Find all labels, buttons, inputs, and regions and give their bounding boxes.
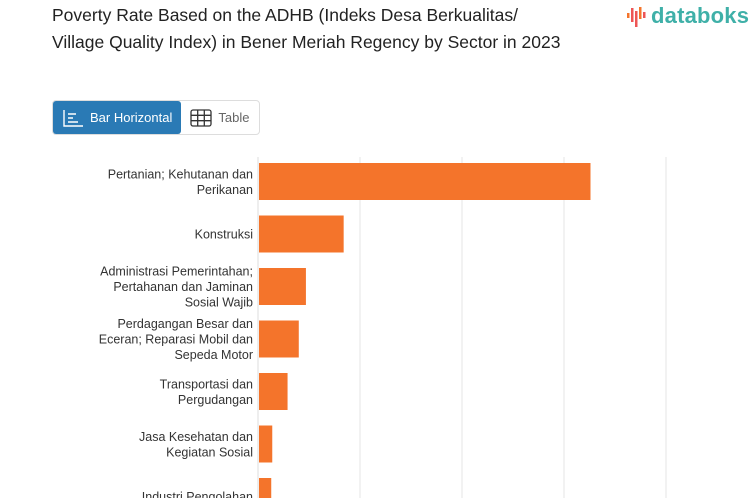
bar[interactable] [259, 373, 288, 410]
chart-title: Poverty Rate Based on the ADHB (Indeks D… [52, 5, 561, 52]
table-label: Table [218, 110, 250, 125]
logo-bars-icon [627, 7, 646, 27]
category-label: Perikanan [197, 183, 253, 197]
bar-horizontal-button[interactable]: Bar Horizontal [53, 101, 182, 134]
view-toggle: Bar Horizontal Table [52, 100, 260, 135]
category-label: Administrasi Pemerintahan; [100, 265, 253, 279]
category-label: Pertanian; Kehutanan dan [108, 167, 253, 181]
category-label: Sosial Wajib [185, 296, 253, 310]
category-label: Transportasi dan [160, 377, 253, 391]
category-label: Pertahanan dan Jaminan [113, 280, 253, 294]
category-label: Eceran; Reparasi Mobil dan [99, 333, 253, 347]
category-label: Kegiatan Sosial [166, 445, 253, 459]
table-icon [190, 108, 213, 127]
databoks-logo: databoks [626, 3, 749, 29]
bar[interactable] [259, 268, 306, 305]
bar-horizontal-label: Bar Horizontal [90, 110, 173, 125]
category-label: Sepeda Motor [174, 348, 253, 362]
category-label: Jasa Kesehatan dan [139, 430, 253, 444]
bar-chart-icon [63, 109, 83, 127]
category-label: Perdagangan Besar dan [117, 317, 253, 331]
category-label: Konstruksi [195, 228, 253, 242]
logo-text: databoks [651, 3, 750, 28]
bar[interactable] [259, 478, 272, 498]
bar[interactable] [259, 163, 591, 200]
bar[interactable] [259, 425, 273, 463]
bar[interactable] [259, 320, 299, 358]
category-label: Industri Pengolahan [142, 490, 253, 498]
bar[interactable] [259, 215, 344, 253]
table-button[interactable]: Table [181, 101, 258, 134]
category-label: Pergudangan [178, 393, 253, 407]
